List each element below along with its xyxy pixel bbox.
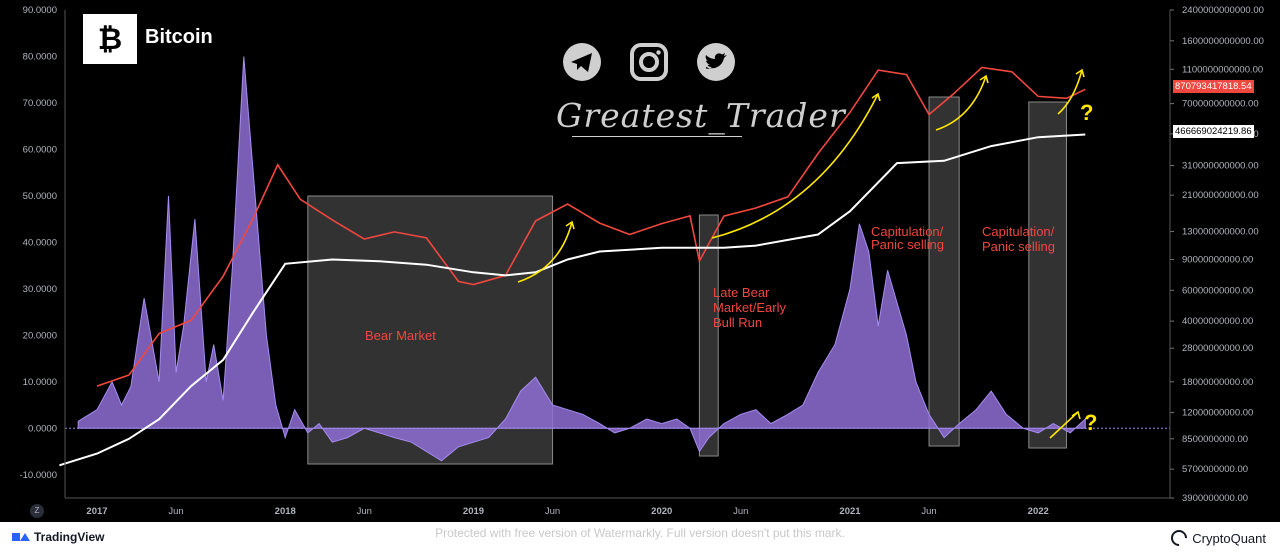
brand-underline <box>572 136 742 137</box>
right-tick-label: 18000000000.00 <box>1182 377 1253 388</box>
highlight-region <box>928 96 960 447</box>
arrow-head <box>979 74 989 84</box>
mvrv-series-area <box>77 56 1086 462</box>
realized-cap-line <box>59 133 1086 467</box>
x-tick-label: Jun <box>921 506 936 517</box>
watermark-text: Protected with free version of Watermark… <box>435 526 845 540</box>
right-tick-label: 90000000000.00 <box>1182 254 1253 265</box>
price-lines <box>59 66 1086 467</box>
zoom-button[interactable]: Z <box>30 504 44 518</box>
brand-signature: Greatest_Trader <box>556 96 846 135</box>
x-tick-label: Jun <box>357 506 372 517</box>
left-tick-label: 10.0000 <box>23 377 57 388</box>
annotation-label: Market/Early <box>713 300 786 315</box>
left-tick-label: -10.0000 <box>19 470 57 481</box>
x-tick-label: Jun <box>545 506 560 517</box>
right-tick-label: 5700000000.00 <box>1182 464 1248 475</box>
market-cap-line <box>96 66 1086 387</box>
right-tick-label: 210000000000.00 <box>1182 190 1259 201</box>
right-tick-label: 1100000000000.00 <box>1182 64 1263 75</box>
annotation-label: Capitulation/ <box>871 224 944 239</box>
left-tick-label: 70.0000 <box>23 98 57 109</box>
telegram-icon <box>563 43 601 81</box>
arrow-head <box>1071 410 1081 420</box>
x-tick-label: 2019 <box>463 506 484 517</box>
tradingview-logo[interactable]: TradingView <box>12 530 104 544</box>
left-tick-label: 50.0000 <box>23 191 57 202</box>
right-tick-label: 130000000000.00 <box>1182 227 1259 238</box>
left-tick-label: 90.0000 <box>23 5 57 16</box>
bitcoin-logo: ₿ <box>83 14 137 64</box>
annotation-label: Capitulation/ <box>982 224 1055 239</box>
x-tick-label: 2017 <box>86 506 107 517</box>
right-tick-label: 2400000000000.00 <box>1182 5 1264 16</box>
right-tick-label: 310000000000.00 <box>1182 161 1259 172</box>
question-mark: ? <box>1080 100 1093 125</box>
cryptoquant-logo[interactable]: CryptoQuant <box>1167 526 1266 550</box>
footer-bar: TradingView Protected with free version … <box>0 522 1280 553</box>
annotation-label: Panic selling <box>982 239 1055 254</box>
yellow-arrow <box>935 75 987 131</box>
left-tick-label: 20.0000 <box>23 330 57 341</box>
instagram-icon <box>630 43 668 81</box>
x-tick-label: 2022 <box>1028 506 1049 517</box>
x-tick-label: Jun <box>168 506 183 517</box>
right-tick-label: 60000000000.00 <box>1182 285 1253 296</box>
yellow-arrow <box>517 221 573 283</box>
arrow-head <box>1075 68 1085 78</box>
left-axis: 90.0000 80.0000 70.0000 60.0000 50.0000 40.00… <box>19 5 66 498</box>
x-tick-label: 2021 <box>839 506 861 517</box>
annotation-label: Bear Market <box>365 328 436 343</box>
annotation-label: Late Bear <box>713 285 770 300</box>
cryptoquant-icon <box>1167 526 1191 550</box>
annotation-arrows <box>517 68 1085 439</box>
right-tick-label: 40000000000.00 <box>1182 316 1253 327</box>
arrow-head <box>565 220 575 230</box>
cryptoquant-label: CryptoQuant <box>1192 530 1266 546</box>
annotation-label: Bull Run <box>713 315 762 330</box>
yellow-arrow <box>1057 69 1083 115</box>
tradingview-icon <box>12 531 30 543</box>
right-tick-label: 28000000000.00 <box>1182 343 1253 354</box>
twitter-icon <box>697 43 735 81</box>
highlight-region <box>698 214 719 457</box>
left-tick-label: 60.0000 <box>23 144 57 155</box>
x-axis: 2017 Jun 2018 Jun 2019 Jun 2020 Jun 2021 Jun 2022 <box>65 497 1170 517</box>
tradingview-label: TradingView <box>34 530 105 544</box>
current-market-cap-label: 870793417818.54 <box>1173 80 1254 93</box>
yellow-arrow <box>1049 411 1079 439</box>
right-tick-label: 3900000000.00 <box>1182 493 1248 504</box>
arrow-head <box>871 92 881 102</box>
right-tick-label: 700000000000.00 <box>1182 99 1259 110</box>
left-tick-label: 40.0000 <box>23 237 57 248</box>
left-tick-label: 80.0000 <box>23 51 57 62</box>
x-tick-label: 2018 <box>275 506 296 517</box>
mvrv-area <box>77 56 1086 462</box>
left-tick-label: 0.0000 <box>28 423 57 434</box>
x-tick-label: Jun <box>733 506 748 517</box>
right-tick-label: 12000000000.00 <box>1182 408 1253 419</box>
yellow-arrow <box>711 93 879 239</box>
x-tick-label: 2020 <box>651 506 672 517</box>
right-tick-label: 8500000000.00 <box>1182 434 1248 445</box>
annotation-label: Panic selling <box>871 237 944 252</box>
right-tick-label: 1600000000000.00 <box>1182 36 1264 47</box>
question-mark: ? <box>1084 410 1097 435</box>
current-realized-cap-label: 466669024219.86 <box>1173 125 1254 138</box>
highlight-region <box>1028 101 1067 449</box>
chart-title: Bitcoin <box>145 26 213 48</box>
highlight-regions <box>307 96 1067 465</box>
left-tick-label: 30.0000 <box>23 284 57 295</box>
